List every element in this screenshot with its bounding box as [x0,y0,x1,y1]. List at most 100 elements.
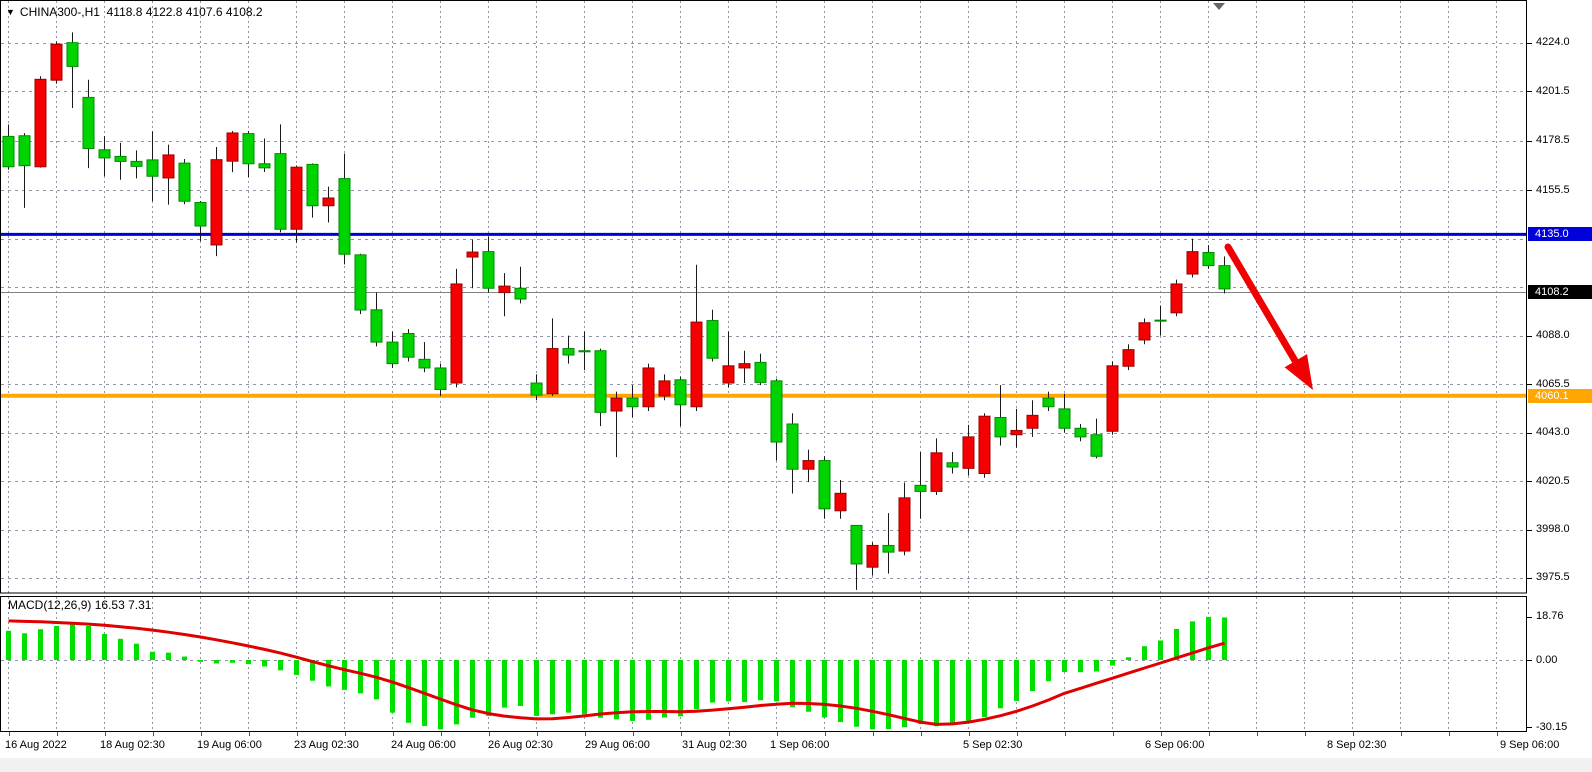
candle-body [530,382,543,396]
price-chart-canvas[interactable] [0,0,1527,594]
macd-bar [22,633,27,660]
candle-body [962,436,975,469]
time-axis-tick [1016,732,1018,736]
macd-bar [374,660,379,700]
macd-bar [1014,660,1019,701]
macd-bar [1126,657,1131,660]
macd-bar [214,660,219,664]
macd-bar [966,660,971,721]
macd-bar [598,660,603,718]
candle-body [210,159,223,246]
price-axis-tick [1527,384,1532,386]
candle-body [258,163,271,169]
time-axis-tick [1400,732,1402,736]
time-axis-tick [488,732,490,736]
time-axis-label: 24 Aug 06:00 [391,739,456,751]
macd-bar [86,625,91,660]
price-axis-label: 4088.0 [1536,329,1570,342]
candle-body [658,380,671,397]
shift-marker-icon [1213,3,1225,10]
time-axis-tick [392,732,394,736]
trend-arrow-head[interactable] [1284,354,1313,390]
macd-bar [1094,660,1099,672]
candle-body [978,415,991,475]
price-axis-label: 4155.5 [1536,183,1570,196]
price-axis-tick [1527,529,1532,531]
macd-bar [838,660,843,723]
candle-body [722,365,735,384]
price-axis-label: 4065.5 [1536,377,1570,390]
time-axis-label: 9 Sep 06:00 [1500,739,1560,751]
time-axis-tick [536,732,538,736]
macd-bar [310,660,315,681]
macd-bar [470,660,475,718]
macd-bar [1206,616,1211,660]
candle-body [178,162,191,202]
time-axis-tick [440,732,442,736]
macd-bar [1190,621,1195,660]
price-chart-panel[interactable] [0,0,1527,594]
price-axis-tick [1527,432,1532,434]
macd-bar [486,660,491,716]
macd-bar [6,630,11,660]
macd-bar [70,624,75,660]
macd-bar [182,656,187,660]
candle-body [1186,251,1199,275]
price-axis-label: 4224.0 [1536,36,1570,49]
candle-body [834,492,847,512]
macd-bar [550,660,555,715]
macd-bar [742,660,747,703]
candle-body [418,358,431,369]
macd-bar [230,660,235,663]
macd-bar [406,660,411,723]
time-axis-tick [1304,732,1306,736]
candle-body [274,153,287,230]
symbol-dropdown-icon[interactable]: ▼ [6,7,15,17]
price-badge-level: 4060.1 [1528,388,1592,403]
time-axis-tick [680,732,682,736]
macd-bar [998,660,1003,709]
candle-body [370,309,383,343]
macd-bar [246,660,251,665]
price-axis-tick [1527,190,1532,192]
macd-bar [38,629,43,660]
candle-body [562,348,575,356]
time-axis-tick [1160,732,1162,736]
macd-bar [454,660,459,725]
time-axis-tick [8,732,10,736]
macd-bar [102,634,107,660]
price-axis-label: 4201.5 [1536,84,1570,97]
time-axis-tick [1448,732,1450,736]
macd-bar [534,660,539,716]
candle-body [770,380,783,443]
candle-body [786,423,799,470]
time-axis-tick [1112,732,1114,736]
macd-bar [614,660,619,720]
macd-axis-tick [1527,660,1532,661]
macd-bar [710,660,715,703]
candle-body [434,367,447,390]
candle-body [1154,319,1167,322]
candle-body [1106,365,1119,432]
time-axis-tick [104,732,106,736]
candle-body [578,350,591,353]
macd-bar [854,660,859,727]
price-axis-tick [1527,91,1532,93]
macd-canvas[interactable] [0,596,1527,732]
trend-arrow[interactable] [1224,243,1301,368]
candle-body [1026,414,1039,429]
macd-axis-label: -30.15 [1536,720,1568,733]
time-axis-label: 1 Sep 06:00 [770,739,830,751]
candle-body [1170,283,1183,314]
candle-body [114,155,127,162]
time-axis-label: 8 Sep 02:30 [1327,739,1387,751]
macd-indicator-panel[interactable] [0,596,1527,732]
candle-body [450,283,463,384]
time-axis-tick [872,732,874,736]
candle-body [626,397,639,408]
macd-bar [1158,640,1163,660]
time-axis-tick [776,732,778,736]
macd-bar [566,660,571,713]
macd-bar [278,660,283,671]
